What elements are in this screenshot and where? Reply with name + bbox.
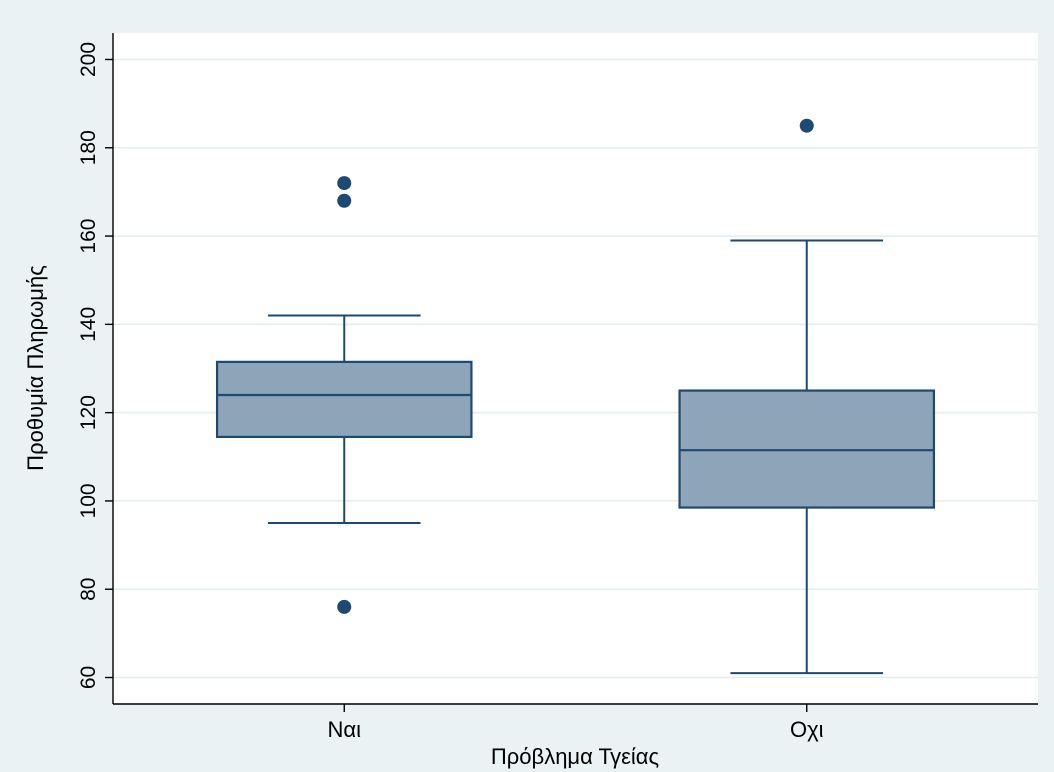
y-tick-label-200: 200 xyxy=(77,42,100,77)
x-axis-label: Πρόβλημα Τγείας xyxy=(491,744,659,769)
box-group-1 xyxy=(678,118,936,675)
y-tick-label-180: 180 xyxy=(77,130,100,165)
x-tick-label-1: Οχι xyxy=(790,717,824,742)
y-axis: 60 80 100 120 140 160 180 200 xyxy=(77,42,113,689)
y-tick-label-160: 160 xyxy=(77,219,100,254)
y-tick-label-100: 100 xyxy=(77,483,100,518)
y-tick-label-140: 140 xyxy=(77,307,100,342)
outlier-point-0-1 xyxy=(337,193,352,208)
outlier-point-0-2 xyxy=(337,176,352,191)
iqr-box-1 xyxy=(678,389,936,509)
y-tick-label-60: 60 xyxy=(77,666,100,689)
iqr-box-0 xyxy=(215,360,473,439)
box-group-0 xyxy=(215,176,473,614)
y-axis-label: Προθυμία Πληρωμής xyxy=(23,265,48,471)
boxes xyxy=(215,118,936,675)
y-tick-label-80: 80 xyxy=(77,578,100,601)
y-tick-label-120: 120 xyxy=(77,395,100,430)
outlier-point-1-0 xyxy=(799,118,814,133)
x-axis: Ναι Οχι xyxy=(328,704,824,742)
outlier-point-0-0 xyxy=(337,599,352,614)
x-tick-label-0: Ναι xyxy=(328,717,362,742)
